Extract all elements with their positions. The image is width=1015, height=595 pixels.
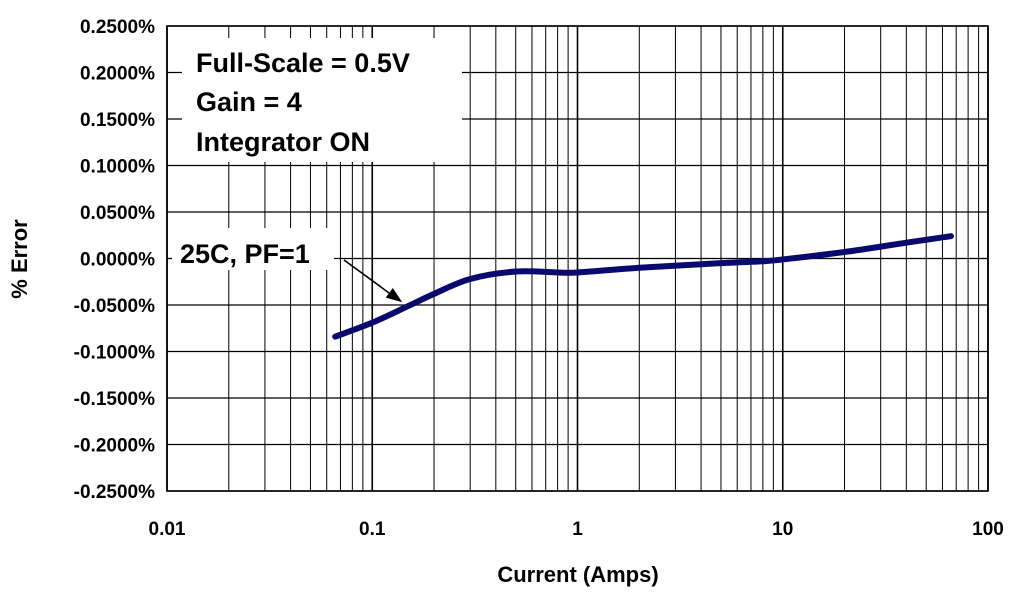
y-tick-label: 0.2000%	[80, 64, 155, 85]
settings-annotation: Full-Scale = 0.5V Gain = 4 Integrator ON	[182, 38, 462, 162]
plot-border	[166, 25, 989, 492]
series-callout-label: 25C, PF=1	[180, 239, 310, 269]
y-tick-label: 0.0500%	[80, 203, 155, 224]
settings-line-1: Full-Scale = 0.5V	[196, 48, 410, 78]
y-axis-label: % Error	[7, 219, 32, 299]
x-tick-label: 0.01	[149, 519, 186, 540]
x-tick-label: 1	[572, 519, 583, 540]
callout-arrow-head	[385, 287, 403, 303]
callout-arrow-line	[343, 259, 397, 299]
callout-arrow	[343, 259, 403, 303]
series-callout-box	[172, 228, 334, 270]
settings-annotation-box	[182, 38, 462, 162]
series-callout: 25C, PF=1	[172, 228, 403, 303]
x-tick-labels: 0.01 0.1 1 10 100	[149, 519, 1004, 540]
plot-frame	[166, 25, 989, 492]
y-tick-labels: 0.2500% 0.2000% 0.1500% 0.1000% 0.0500% 0.000…	[74, 17, 155, 503]
y-tick-label: 0.1500%	[80, 110, 155, 131]
y-tick-label: -0.0500%	[74, 296, 155, 317]
settings-line-2: Gain = 4	[196, 87, 302, 117]
series-line	[332, 233, 954, 340]
y-tick-label: -0.1000%	[74, 343, 155, 364]
y-tick-label: -0.2500%	[74, 482, 155, 503]
x-tick-label: 100	[972, 519, 1004, 540]
x-tick-label: 10	[772, 519, 793, 540]
y-tick-label: 0.2500%	[80, 17, 155, 38]
y-tick-label: -0.2000%	[74, 436, 155, 457]
x-tick-label: 0.1	[359, 519, 386, 540]
x-axis-label: Current (Amps)	[497, 562, 658, 587]
y-tick-label: 0.0000%	[80, 250, 155, 271]
series-group	[332, 233, 954, 340]
y-tick-label: 0.1000%	[80, 157, 155, 178]
settings-line-3: Integrator ON	[196, 127, 370, 157]
y-tick-label: -0.1500%	[74, 389, 155, 410]
